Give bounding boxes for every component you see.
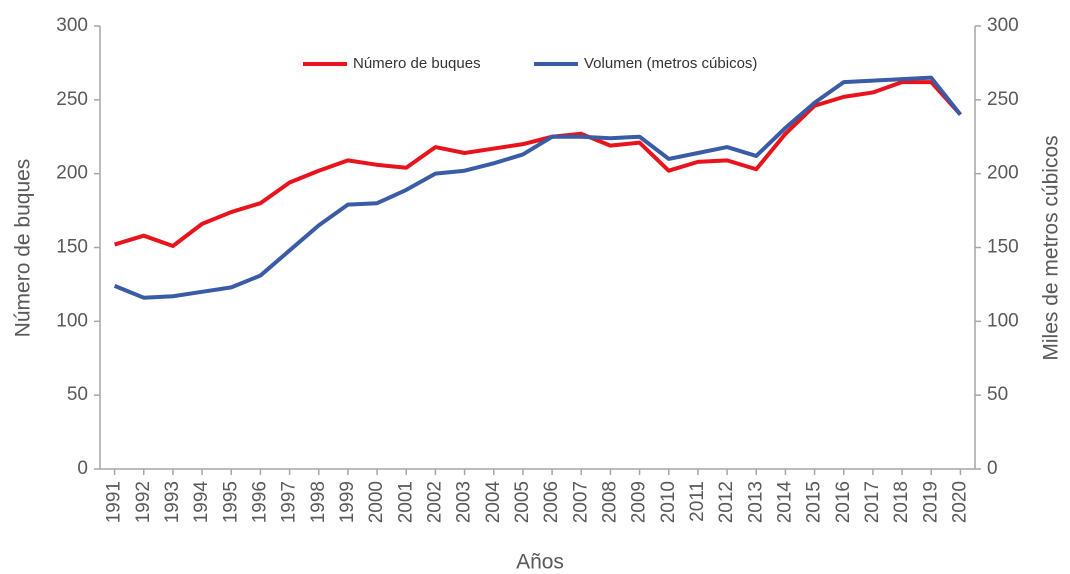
legend-label: Volumen (metros cúbicos) — [584, 55, 757, 72]
y-tick-label: 0 — [77, 458, 88, 479]
x-tick-label: 1998 — [308, 481, 329, 523]
y-tick-label: 300 — [56, 15, 88, 36]
x-tick-label: 1994 — [191, 481, 212, 524]
x-tick-label: 2015 — [804, 481, 825, 523]
y2-tick-label: 250 — [987, 89, 1019, 110]
x-tick-label: 1997 — [279, 481, 300, 523]
x-tick-label: 1999 — [337, 481, 358, 523]
x-tick-label: 1993 — [162, 481, 183, 523]
x-tick-label: 2001 — [395, 481, 416, 523]
x-tick-label: 2006 — [541, 481, 562, 523]
x-tick-label: 1991 — [104, 481, 125, 523]
legend-label: Número de buques — [353, 55, 481, 72]
x-tick-label: 2012 — [716, 481, 737, 523]
series-line — [113, 75, 962, 300]
x-tick-label: 2011 — [687, 481, 708, 522]
y2-tick-label: 200 — [987, 163, 1019, 184]
x-tick-label: 2014 — [774, 481, 795, 524]
x-tick-label: 2008 — [599, 481, 620, 523]
x-tick-label: 2010 — [658, 481, 679, 523]
x-tick-label: 2017 — [862, 481, 883, 523]
y2-tick-label: 50 — [987, 384, 1008, 405]
y-tick-label: 100 — [56, 310, 88, 331]
x-tick-label: 2009 — [629, 481, 650, 523]
y2-tick-label: 300 — [987, 15, 1019, 36]
y2-tick-label: 0 — [987, 458, 998, 479]
y2-tick-label: 100 — [987, 310, 1019, 331]
x-tick-label: 2020 — [949, 481, 970, 523]
x-tick-label: 2002 — [424, 481, 445, 523]
y-axis-title: Número de buques — [12, 159, 35, 338]
y-tick-label: 200 — [56, 163, 88, 184]
x-tick-label: 1995 — [220, 481, 241, 523]
x-axis-title: Años — [516, 551, 564, 574]
x-tick-label: 2019 — [920, 481, 941, 523]
x-tick-label: 2004 — [483, 481, 504, 524]
y2-axis-title: Miles de metros cúbicos — [1040, 135, 1063, 360]
series-line — [114, 80, 962, 249]
y-tick-label: 250 — [56, 89, 88, 110]
x-tick-label: 2007 — [570, 481, 591, 523]
y2-tick-label: 150 — [987, 237, 1019, 258]
x-tick-label: 2005 — [512, 481, 533, 523]
x-tick-label: 2003 — [454, 481, 475, 523]
x-tick-label: 2016 — [833, 481, 854, 523]
y-tick-label: 150 — [56, 237, 88, 258]
y-tick-label: 50 — [67, 384, 88, 405]
x-tick-label: 2018 — [891, 481, 912, 523]
x-tick-label: 2000 — [366, 481, 387, 523]
x-tick-label: 2013 — [745, 481, 766, 523]
x-tick-label: 1996 — [249, 481, 270, 523]
x-tick-label: 1992 — [133, 481, 154, 523]
